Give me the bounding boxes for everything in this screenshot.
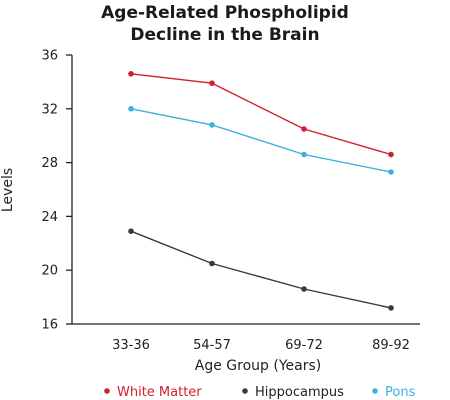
legend: White Matter Hippocampus Pons (104, 385, 416, 400)
series-layer (128, 71, 394, 311)
data-point (128, 228, 134, 234)
legend-label: Pons (385, 385, 416, 400)
chart-title-line-1: Age-Related Phospholipid (101, 3, 349, 23)
data-point (388, 169, 394, 175)
legend-label: White Matter (117, 385, 202, 400)
data-point (301, 286, 307, 292)
x-ticks: 33-36 54-57 69-72 89-92 (112, 338, 410, 353)
data-point (301, 151, 307, 158)
y-ticks: 16 20 24 28 32 36 (41, 49, 72, 333)
x-tick-label: 89-92 (372, 338, 410, 353)
series-line-pons (130, 108, 392, 173)
chart-title-line-2: Decline in the Brain (130, 25, 319, 45)
data-point (209, 260, 215, 267)
data-point (128, 106, 134, 112)
legend-marker (104, 388, 110, 394)
y-tick-label: 32 (41, 102, 58, 117)
data-point (209, 122, 215, 128)
y-tick-label: 36 (41, 49, 58, 64)
y-tick-label: 20 (41, 264, 58, 279)
legend-marker (242, 388, 248, 394)
data-point (388, 151, 394, 158)
x-tick-label: 54-57 (193, 338, 231, 353)
x-tick-label: 33-36 (112, 338, 150, 353)
data-point (301, 126, 307, 132)
y-tick-label: 24 (41, 210, 58, 225)
data-point (128, 71, 134, 77)
data-point (388, 305, 394, 311)
legend-label: Hippocampus (255, 385, 344, 400)
series-line-white-matter (130, 73, 392, 156)
y-tick-label: 16 (41, 318, 58, 333)
data-point (209, 80, 215, 86)
series-line-hippocampus (130, 230, 392, 309)
y-tick-label: 28 (41, 156, 58, 171)
x-tick-label: 69-72 (285, 338, 323, 353)
x-axis-label: Age Group (Years) (195, 358, 321, 374)
y-axis-label: Levels (0, 168, 16, 212)
legend-marker (372, 388, 378, 394)
